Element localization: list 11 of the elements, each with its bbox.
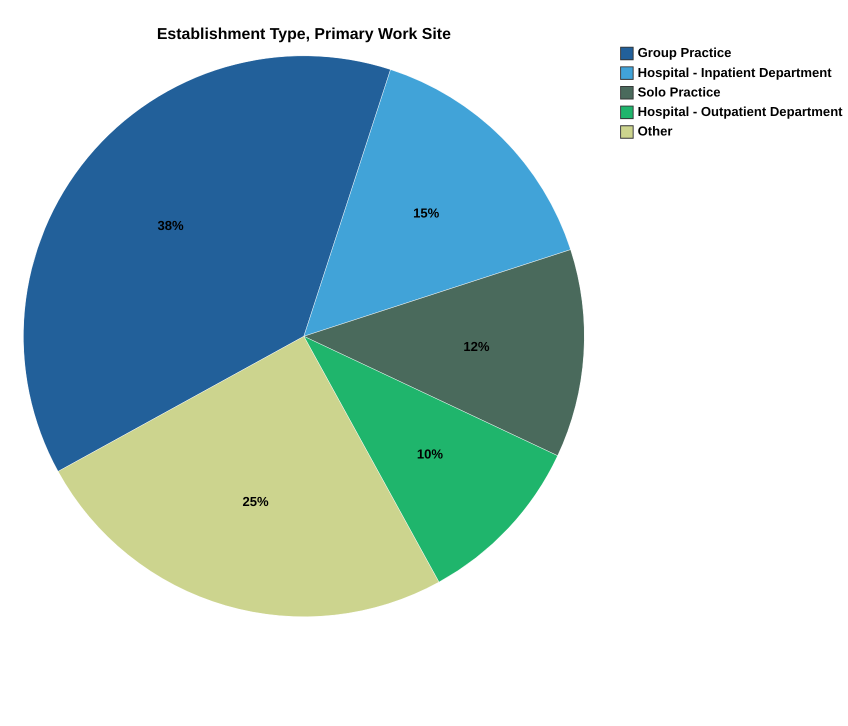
data-label: 38% (157, 218, 184, 233)
data-label: 15% (413, 206, 440, 221)
chart-title: Establishment Type, Primary Work Site (156, 26, 452, 43)
legend-label: Hospital - Outpatient Department (638, 104, 844, 120)
data-label: 12% (463, 338, 490, 354)
data-label: 10% (416, 446, 444, 462)
legend-label: Group Practice (638, 45, 732, 60)
data-label: 25% (242, 494, 270, 510)
legend-label: Solo Practice (638, 84, 721, 100)
legend-label: Hospital - Inpatient Department (638, 64, 832, 80)
legend-label: Other (638, 124, 673, 139)
